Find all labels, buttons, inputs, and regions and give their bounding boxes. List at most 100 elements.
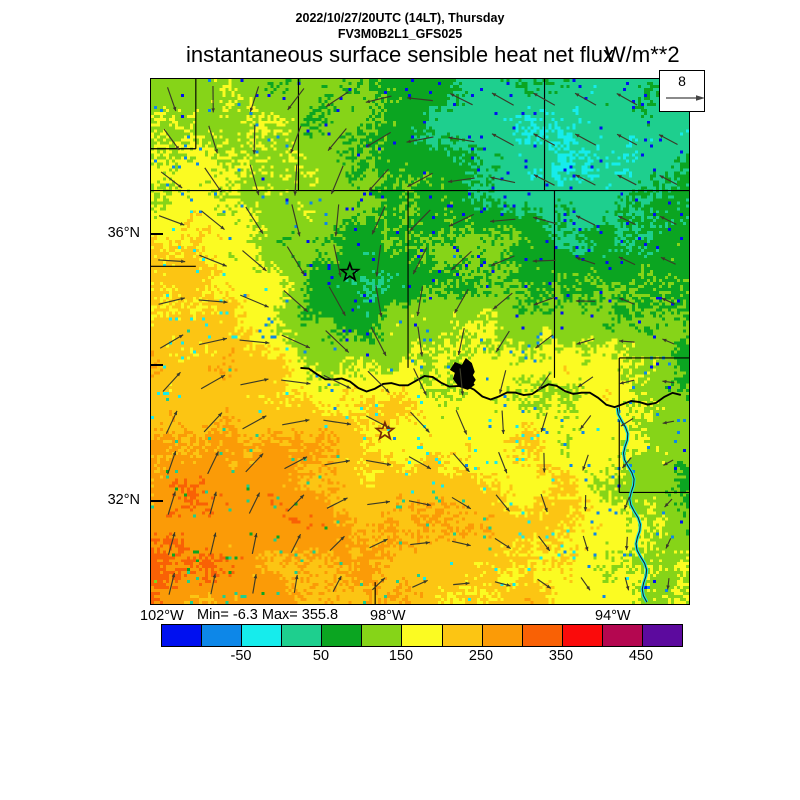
wind-vector-head: [305, 418, 310, 423]
lon-tick-98w: 98°W: [370, 608, 406, 624]
map-plot-area[interactable]: [150, 78, 690, 605]
wind-vector-shaft: [282, 419, 310, 426]
wind-vector-head: [533, 133, 538, 138]
wind-vector-head: [450, 93, 455, 98]
wind-vector-head: [465, 467, 470, 472]
wind-vector-head: [578, 383, 583, 388]
colorbar-band-6: [402, 625, 443, 646]
wind-vector-head: [503, 468, 508, 474]
wind-vector-head: [262, 266, 267, 271]
wind-vector-head: [261, 415, 267, 420]
wind-vector-head: [533, 216, 538, 221]
wind-vector-head: [297, 232, 301, 237]
wind-vector-head: [624, 504, 628, 510]
wind-vector-shaft: [204, 167, 222, 193]
wind-vector-head: [341, 311, 346, 316]
wind-vector-shaft: [416, 286, 424, 317]
wind-vector-head: [249, 107, 254, 112]
colorbar-band-11: [602, 625, 643, 646]
wind-vector-shaft: [333, 244, 342, 278]
wind-vector-head: [622, 463, 627, 468]
wind-vector-head: [299, 494, 305, 499]
wind-vector-head: [175, 145, 180, 151]
lon-tick-102w: 102°W: [140, 608, 184, 624]
wind-vector-shaft: [365, 459, 392, 466]
wind-vector-head: [297, 534, 301, 539]
wind-vector-head: [491, 262, 496, 266]
wind-vector-head: [328, 146, 333, 151]
wind-vector-head: [575, 174, 580, 179]
wind-vector-head: [344, 348, 349, 353]
wind-vector-head: [496, 347, 500, 352]
wind-vector-head: [179, 221, 185, 226]
wind-vector-shaft: [294, 164, 298, 196]
colorbar-band-0: [162, 625, 203, 646]
wind-vector-shaft: [160, 171, 183, 189]
wind-vector-head: [660, 257, 666, 261]
wind-vector-head: [346, 385, 351, 389]
wind-vector-head: [625, 586, 630, 591]
wind-vector-shaft: [417, 326, 423, 357]
wind-vector-head: [172, 106, 177, 112]
station-star-north-marker: [338, 260, 361, 282]
wind-vector-shaft: [490, 255, 515, 267]
wind-vector-head: [214, 148, 218, 154]
wind-vector-head: [665, 544, 670, 549]
wind-vector-head: [305, 344, 310, 348]
wind-vector-shaft: [408, 456, 432, 470]
colorbar-band-3: [282, 625, 323, 646]
wind-vector-head: [661, 298, 667, 302]
colorbar-tick-350: 350: [548, 648, 574, 664]
wind-vector-head: [505, 507, 510, 512]
wind-vector-head: [544, 507, 548, 513]
wind-vector-head: [223, 300, 228, 304]
wind-vector-head: [580, 424, 585, 430]
wind-vector-head: [172, 532, 176, 537]
wind-vector-shaft: [325, 330, 350, 353]
wind-vector-head: [616, 93, 622, 97]
wind-vector-head: [180, 297, 185, 301]
wind-vector-head: [465, 581, 470, 586]
page-title: instantaneous surface sensible heat net …: [0, 42, 800, 68]
wind-vector-head: [368, 186, 373, 191]
wind-vector-shaft: [323, 419, 352, 425]
wind-vector-head: [212, 573, 217, 578]
wind-vector-shaft: [290, 125, 302, 154]
colorbar[interactable]: [161, 624, 683, 647]
wind-vector-head: [535, 344, 540, 349]
wind-vector-head: [426, 502, 431, 507]
wind-vector-head: [545, 546, 550, 551]
wind-vector-head: [253, 574, 258, 579]
wind-vector-head: [448, 136, 453, 140]
wind-vector-head: [383, 539, 388, 543]
wind-vector-head: [385, 388, 390, 393]
colorbar-band-10: [562, 625, 603, 646]
wind-vector-head: [380, 577, 385, 582]
wind-vector-shaft: [199, 337, 228, 346]
wind-vector-head: [664, 502, 669, 508]
wind-vector-head: [582, 466, 586, 471]
wind-vector-shaft: [242, 415, 267, 430]
wind-vector-head: [619, 380, 624, 385]
wind-vector-head: [575, 299, 580, 303]
wind-vector-head: [662, 338, 667, 343]
wind-vector-head: [546, 584, 551, 589]
east-river-border: [616, 407, 648, 603]
axis-tick-left: [151, 233, 163, 235]
wind-vector-head: [256, 492, 260, 498]
wind-vector-head: [331, 189, 335, 195]
wind-vector-head: [660, 216, 665, 220]
wind-vector-head: [575, 133, 580, 138]
wind-vector-shaft: [281, 334, 311, 349]
wind-vector-shaft: [375, 285, 382, 318]
wind-vector-head: [493, 305, 498, 310]
wind-vector-shaft: [200, 374, 226, 390]
wind-vector-head: [659, 175, 664, 179]
wind-vector-head: [222, 337, 227, 342]
wind-vector-head: [457, 350, 462, 355]
wind-vector-head: [259, 229, 263, 234]
wind-vector-shaft: [410, 411, 430, 433]
wind-vector-head: [624, 545, 629, 551]
title-date-line: 2022/10/27/20UTC (14LT), Thursday: [295, 11, 505, 25]
wind-vector-shaft: [365, 95, 392, 103]
